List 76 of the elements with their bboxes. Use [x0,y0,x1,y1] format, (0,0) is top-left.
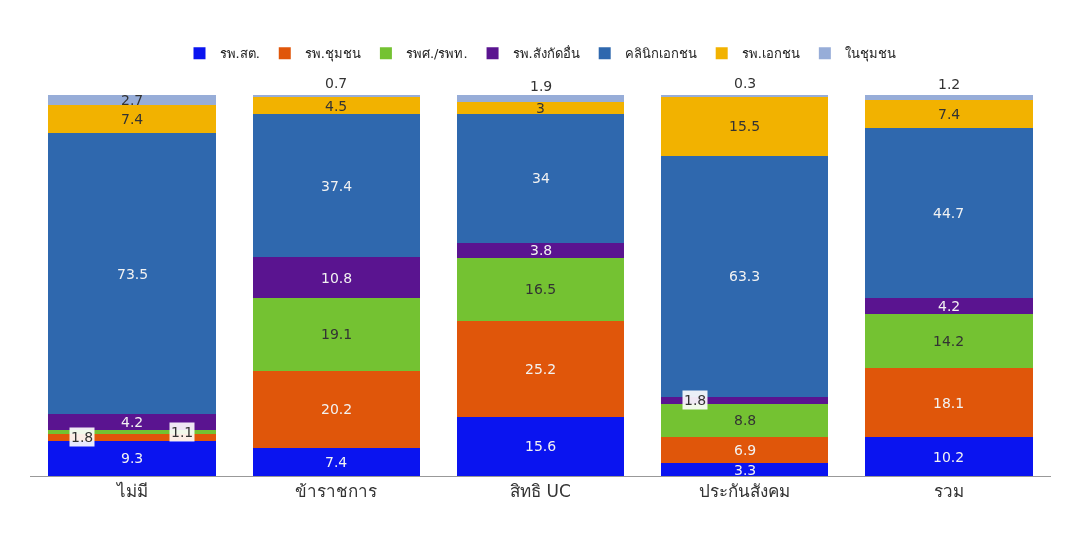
data-label: 15.6 [525,438,557,454]
data-label: 3 [536,100,545,116]
bar [456,257,625,321]
bar [660,155,829,397]
legend-label: รพ.เอกชน [741,46,800,62]
data-label: 44.7 [933,205,965,221]
bar [252,298,421,371]
bar [660,96,829,156]
data-label: 25.2 [525,361,557,377]
bar [865,368,1033,438]
data-label: 7.4 [121,111,144,127]
data-label: 1.9 [530,78,553,94]
data-label: 8.8 [734,412,757,428]
bar [865,127,1033,299]
data-label: 15.5 [729,118,761,134]
data-label: 6.9 [734,442,757,458]
x-tick-label: สิทธิ UC [510,481,571,502]
bar [660,403,829,438]
data-label: 1.8 [684,392,707,408]
data-label: 4.2 [121,414,144,430]
bar [252,97,421,115]
bar [48,95,216,106]
bar [865,314,1033,369]
bar [48,105,216,134]
legend-label: รพศ./รพท. [405,46,468,62]
legend-label: รพ.ชุมชน [304,46,361,63]
data-label: 63.3 [729,268,761,284]
data-label: 20.2 [321,401,353,417]
data-label: 3.3 [734,462,757,478]
bar [252,370,421,448]
bar [456,416,625,476]
data-label: 16.5 [525,281,557,297]
data-label: 1.8 [71,429,94,445]
bar [865,95,1033,100]
data-label: 37.4 [321,178,353,194]
bar [865,99,1033,128]
bar [252,256,421,299]
bar [456,243,625,258]
bar [456,113,625,244]
data-label: 1.1 [171,424,194,440]
bar [252,447,421,476]
bar [456,320,625,417]
data-label: 4.5 [325,98,348,114]
bar [456,95,625,103]
bar [456,102,625,114]
legend-label: รพ.สต. [219,46,260,62]
bar [660,463,829,476]
bar [252,114,421,257]
data-label: 14.2 [933,333,965,349]
x-tick-label: ประกันสังคม [699,481,791,502]
bar [865,298,1033,315]
data-label: 0.3 [734,75,757,91]
data-label: 73.5 [117,266,149,282]
data-label: 4.2 [938,298,961,314]
data-label: 3.8 [530,242,553,258]
data-label: 34 [532,170,550,186]
data-label: 1.2 [938,76,961,92]
data-label: 19.1 [321,326,353,342]
legend-label: ในชุมชน [844,46,896,63]
data-label: 18.1 [933,395,965,411]
data-label: 10.2 [933,449,965,465]
x-tick-label: ข้าราชการ [295,481,378,502]
bar [865,437,1033,476]
legend-label: รพ.สังกัดอื่น [512,45,580,62]
x-tick-label: รวม [933,481,964,502]
x-tick-label: ไม่มี [114,481,148,502]
bar [660,437,829,464]
data-label: 2.7 [121,92,144,108]
data-label: 0.7 [325,75,348,91]
data-label: 10.8 [321,270,353,286]
data-label: 7.4 [938,106,961,122]
bar [48,440,216,476]
bar [48,133,216,414]
data-label: 9.3 [121,450,144,466]
data-label: 7.4 [325,454,348,470]
legend-label: คลินิกเอกชน [624,46,697,62]
